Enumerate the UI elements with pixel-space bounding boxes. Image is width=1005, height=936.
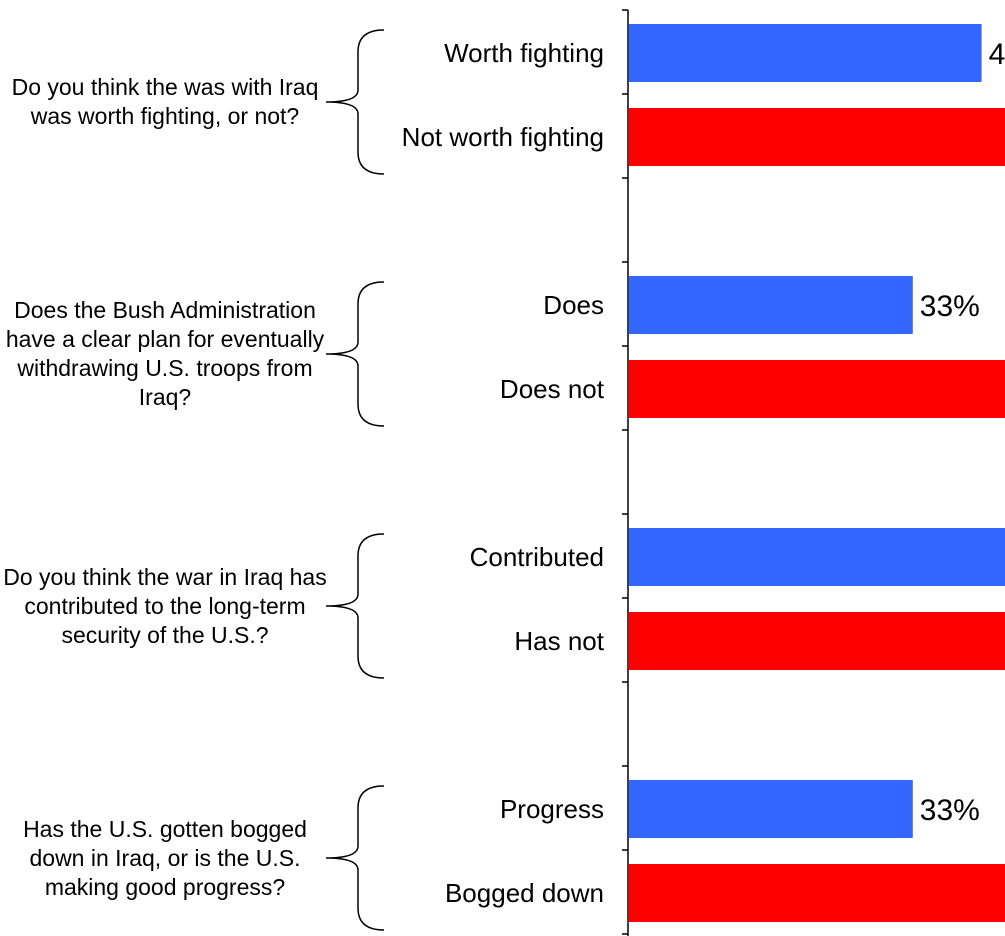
data-label: 33% (920, 290, 980, 323)
category-label: Worth fighting (444, 38, 604, 68)
data-label: 33% (920, 794, 980, 827)
question-text: Do you think the was with Iraq was worth… (11, 74, 319, 129)
group-brace (325, 533, 385, 679)
category-label: Contributed (470, 542, 604, 572)
question-text: Do you think the war in Iraq has contrib… (3, 563, 327, 648)
bar (629, 360, 1005, 418)
group-brace (325, 785, 385, 931)
bar (629, 780, 913, 838)
question-text: Has the U.S. gotten bogged down in Iraq,… (23, 815, 307, 900)
bar (629, 612, 1005, 670)
group-brace (325, 281, 385, 427)
bar (629, 864, 1005, 922)
group-brace (325, 29, 385, 175)
category-label: Has not (514, 626, 604, 656)
category-label: Does (543, 290, 604, 320)
bar (629, 276, 913, 334)
category-label: Does not (500, 374, 605, 404)
data-label: 41% (989, 38, 1005, 71)
question-text: Does the Bush Administration have a clea… (5, 297, 325, 410)
category-label: Not worth fighting (402, 122, 604, 152)
bar (629, 108, 1005, 166)
category-label: Bogged down (445, 878, 604, 908)
category-label: Progress (500, 794, 604, 824)
bar (629, 24, 982, 82)
bar (629, 528, 1005, 586)
